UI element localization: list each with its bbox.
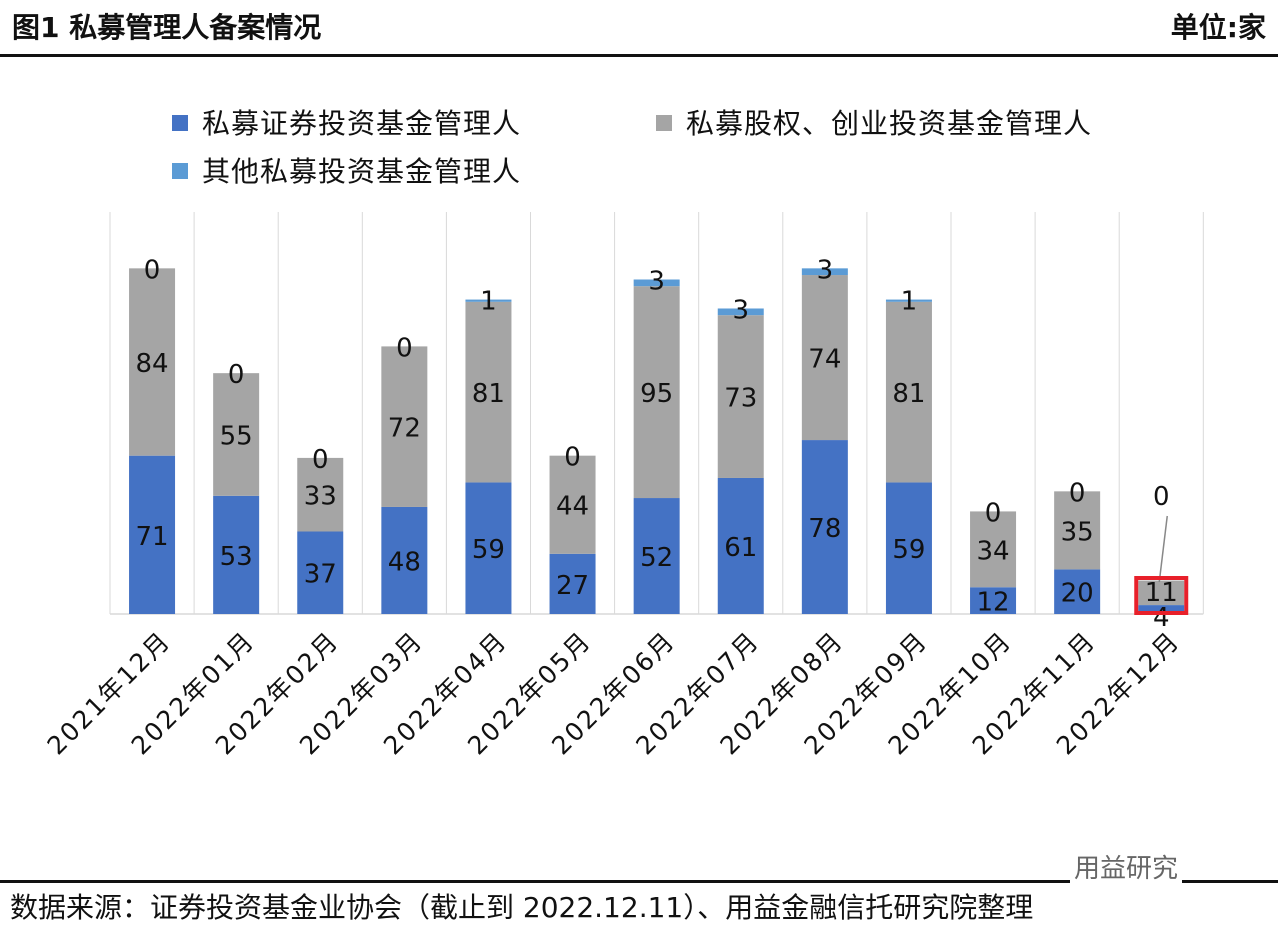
bar-segment [465,482,512,614]
data-label: 0 [312,445,329,475]
bar-segment [801,440,848,614]
bar-segment [381,506,428,614]
bar-segment [129,268,176,456]
title-divider [0,54,1278,57]
source-note: 数据来源：证券投资基金业协会（截止到 2022.12.11）、用益金融信托研究院… [10,891,1034,924]
bar-segment [381,346,428,507]
data-label: 20 [1061,579,1094,609]
data-label: 33 [304,482,337,512]
data-label: 71 [136,522,169,552]
data-label: 3 [732,295,749,325]
data-label: 78 [808,514,841,544]
data-label: 53 [220,542,253,572]
data-label: 12 [977,588,1010,618]
bar-segment [297,531,344,614]
data-label: 35 [1061,517,1094,547]
data-label: 52 [640,543,673,573]
data-label: 44 [556,492,589,522]
data-label: 0 [1153,482,1170,512]
bar-segment [465,299,512,302]
data-label: 0 [985,498,1002,528]
data-label: 3 [648,267,665,297]
bar-segment [1054,569,1101,614]
data-label: 81 [892,379,925,409]
data-label: 95 [640,379,673,409]
data-label: 61 [724,533,757,563]
bar-segment [1138,605,1185,614]
data-label: 34 [977,536,1010,566]
bar-segment [549,553,596,614]
data-label: 81 [472,379,505,409]
data-label: 48 [388,547,421,577]
bar-segment [717,477,764,614]
data-label: 55 [220,421,253,451]
bar-segment [801,275,848,441]
bar-segment [717,308,764,316]
bar-segment [1054,491,1101,570]
unit-label: 单位:家 [1170,11,1266,44]
data-label: 0 [144,255,161,285]
data-label: 84 [136,349,169,379]
bar-segment [1138,580,1185,606]
bar-segment [970,587,1017,614]
bar-segment [213,373,260,496]
bar-segment [885,301,932,483]
bar-segment [129,455,176,614]
bar-segment [801,268,848,276]
bar-segment [465,301,512,483]
leader-line [1158,515,1168,583]
data-label: 74 [808,345,841,375]
bar-segment [213,495,260,614]
bar-segment [885,299,932,302]
watermark: 用益研究 [1070,848,1183,885]
bar-segment [549,455,596,554]
legend-label: 私募股权、创业投资基金管理人 [686,107,1092,140]
legend-label: 私募证券投资基金管理人 [202,107,521,140]
data-label: 0 [564,443,581,473]
data-label: 0 [1069,478,1086,508]
legend-marker [172,115,188,131]
data-label: 73 [724,384,757,414]
bar-segment [633,498,680,614]
data-label: 0 [228,360,245,390]
data-label: 3 [817,255,834,285]
bar-segment [633,286,680,499]
legend-label: 其他私募投资基金管理人 [202,155,521,188]
bar-segment [885,482,932,614]
footer-divider [0,880,1278,883]
data-label: 1 [901,287,918,317]
data-label: 59 [892,535,925,565]
data-label: 37 [304,560,337,590]
data-label: 0 [396,333,413,363]
highlight-box [1134,576,1189,615]
legend-marker [656,115,672,131]
data-label: 27 [556,571,589,601]
data-label: 72 [388,414,421,444]
bar-segment [297,457,344,532]
data-label: 4 [1153,603,1170,633]
bar-segment [717,315,764,478]
legend-marker [172,163,188,179]
bar-segment [970,511,1017,588]
data-label: 59 [472,535,505,565]
data-label: 1 [480,287,497,317]
bar-segment [633,279,680,287]
data-label: 11 [1145,578,1178,608]
figure-title: 图1 私募管理人备案情况 [12,11,322,44]
